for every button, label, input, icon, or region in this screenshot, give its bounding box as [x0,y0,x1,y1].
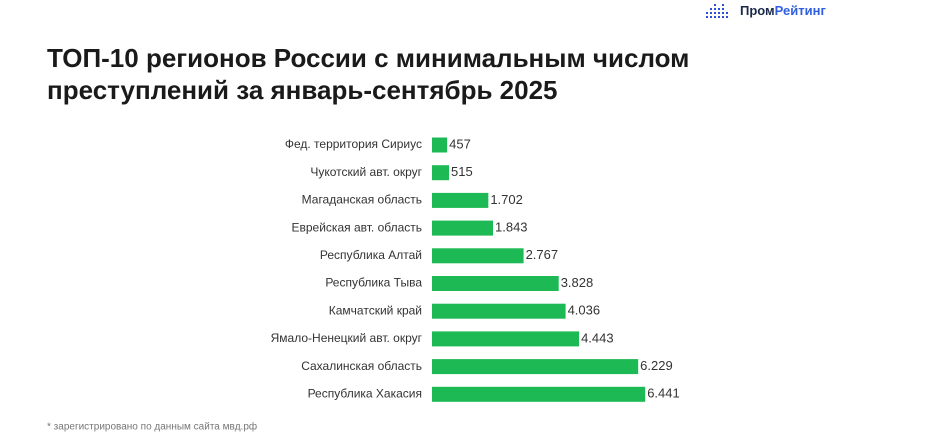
y-tick-label: Республика Алтай [320,248,422,262]
logo: ПромРейтинг [740,3,826,18]
bar [432,137,448,153]
y-tick-label: Еврейская авт. область [292,220,423,234]
bar [432,276,559,291]
y-tick-label: Республика Тыва [325,276,422,290]
y-tick-label: Фед. территория Сириус [285,137,422,151]
value-label: 6.441 [647,386,680,401]
y-tick-label: Республика Хакасия [308,386,422,400]
value-label: 3.828 [561,275,594,290]
bar [432,386,646,402]
y-tick-label: Чукотский авт. округ [310,165,422,179]
chart-title: преступлений за январь-сентябрь 2025 [47,75,558,105]
bar [432,165,450,181]
y-tick-label: Камчатский край [329,303,422,317]
logo-suffix: Рейтинг [775,3,827,18]
value-label: 2.767 [526,247,559,262]
y-tick-label: Сахалинская область [301,359,422,373]
value-label: 1.702 [490,192,523,207]
bar [432,248,524,264]
logo-icon [706,4,728,18]
value-label: 457 [449,136,471,151]
bar [432,303,566,319]
logo-prefix: Пром [740,3,775,18]
bar [432,192,489,208]
value-label: 6.229 [640,358,673,373]
bar [432,220,494,236]
value-label: 4.443 [581,330,614,345]
value-label: 4.036 [568,303,601,318]
y-tick-label: Ямало-Ненецкий авт. округ [271,331,423,345]
chart-title: ТОП-10 регионов России с минимальным чис… [47,43,689,73]
value-label: 1.843 [495,220,528,235]
footnote: * зарегистрировано по данным сайта мвд.р… [47,421,257,433]
bar [432,331,580,347]
bar [432,359,639,375]
value-label: 515 [451,164,473,179]
y-tick-label: Магаданская область [302,193,422,207]
